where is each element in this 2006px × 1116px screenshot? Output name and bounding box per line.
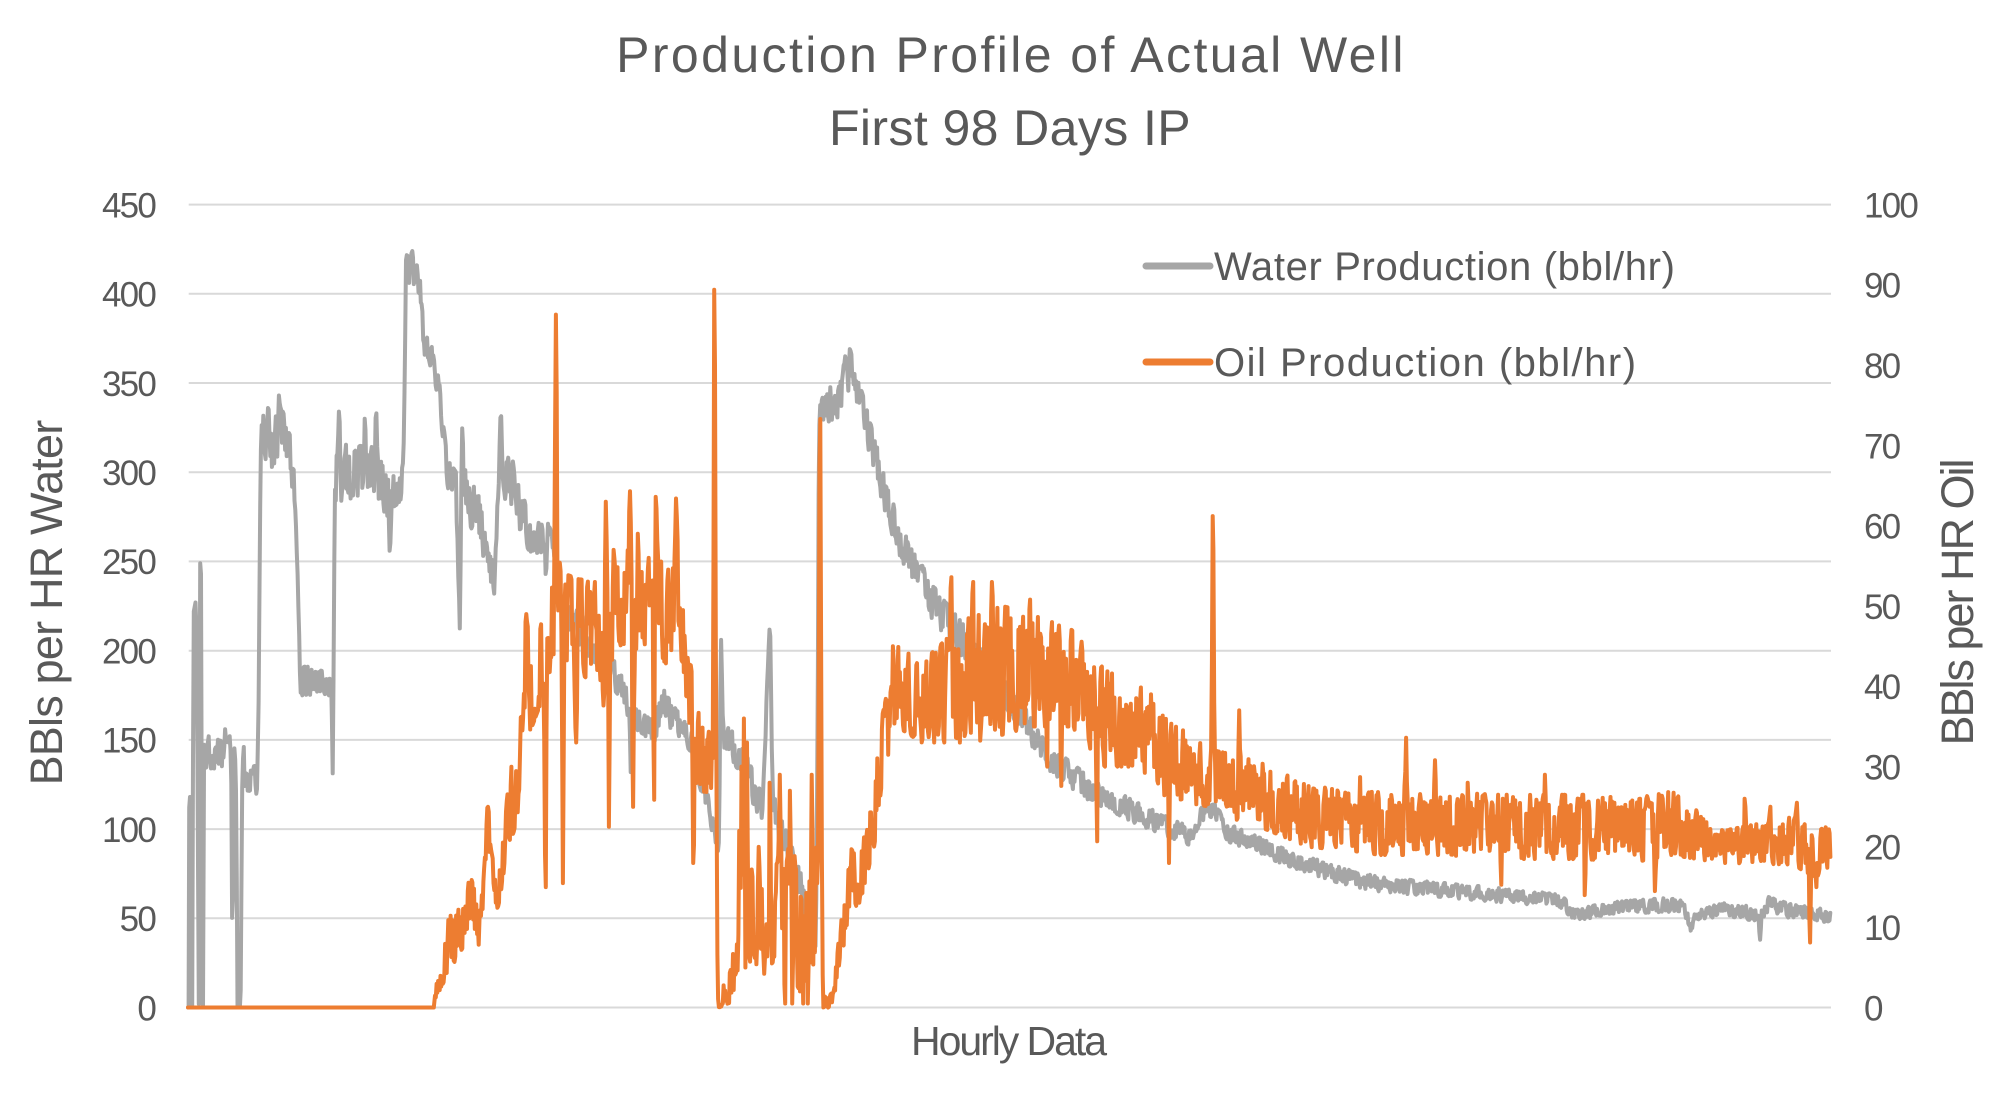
- svg-text:50: 50: [1864, 588, 1901, 627]
- svg-text:20: 20: [1864, 829, 1901, 868]
- svg-text:60: 60: [1864, 508, 1901, 547]
- svg-text:Hourly Data: Hourly Data: [911, 1018, 1107, 1064]
- svg-text:350: 350: [102, 365, 156, 404]
- svg-text:80: 80: [1864, 347, 1901, 386]
- svg-text:10: 10: [1864, 909, 1901, 948]
- svg-text:40: 40: [1864, 668, 1901, 707]
- svg-text:0: 0: [1864, 989, 1883, 1028]
- svg-text:Oil Production (bbl/hr): Oil Production (bbl/hr): [1214, 341, 1638, 385]
- svg-text:200: 200: [102, 633, 156, 672]
- svg-text:300: 300: [102, 454, 156, 493]
- svg-text:30: 30: [1864, 748, 1901, 787]
- svg-text:First 98 Days IP: First 98 Days IP: [829, 100, 1191, 156]
- svg-text:100: 100: [102, 811, 156, 850]
- svg-text:100: 100: [1864, 186, 1918, 225]
- svg-text:400: 400: [102, 276, 156, 315]
- svg-text:50: 50: [120, 900, 157, 939]
- svg-text:90: 90: [1864, 267, 1901, 306]
- svg-text:150: 150: [102, 722, 156, 761]
- svg-text:BBls per HR Oil: BBls per HR Oil: [1932, 460, 1983, 745]
- svg-text:450: 450: [102, 186, 156, 225]
- svg-text:Production Profile of Actual W: Production Profile of Actual Well: [616, 27, 1406, 83]
- svg-text:0: 0: [137, 989, 156, 1028]
- svg-text:Water Production (bbl/hr): Water Production (bbl/hr): [1214, 245, 1676, 289]
- svg-text:70: 70: [1864, 427, 1901, 466]
- svg-text:250: 250: [102, 543, 156, 582]
- svg-text:BBls per HR Water: BBls per HR Water: [21, 420, 72, 786]
